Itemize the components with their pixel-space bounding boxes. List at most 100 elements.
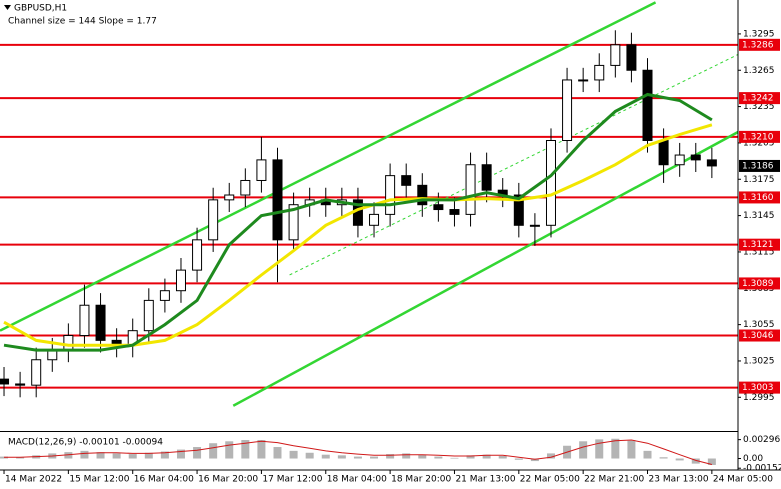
macd-bar — [321, 454, 330, 459]
macd-bar — [643, 450, 652, 459]
level-label: 1.3160 — [742, 193, 774, 203]
candle-body — [545, 140, 556, 226]
level-label-box — [739, 38, 780, 51]
macd-bar — [418, 454, 427, 459]
macd-bar — [627, 440, 636, 459]
price-panel — [0, 1, 738, 407]
macd-bar — [64, 452, 73, 459]
candle-body — [433, 204, 444, 211]
macd-bar — [225, 441, 234, 459]
menu-triangle — [4, 5, 11, 10]
candle-body — [401, 175, 412, 186]
macd-bar — [370, 456, 379, 459]
macd-bar — [96, 452, 105, 459]
level-label: 1.3089 — [742, 279, 774, 289]
macd-panel — [0, 438, 716, 465]
candle-body — [513, 194, 524, 226]
level-label-box — [739, 130, 780, 143]
macd-bar — [128, 454, 137, 459]
candle-body — [690, 154, 701, 161]
candle-body — [31, 359, 42, 386]
macd-bar — [16, 457, 25, 459]
candle-body — [610, 44, 621, 66]
candle-body — [481, 164, 492, 191]
candle-body — [562, 79, 573, 142]
macd-bar — [402, 453, 411, 459]
x-tick-label: 21 Mar 13:00 — [455, 475, 515, 485]
candle-body — [449, 209, 460, 215]
candle-body — [288, 204, 299, 241]
x-tick-label: 22 Mar 05:00 — [520, 475, 580, 485]
level-label-box — [739, 191, 780, 204]
candle-body — [15, 383, 26, 386]
y-tick-label: 1.3235 — [743, 102, 775, 112]
y-tick-label: 1.3115 — [743, 247, 775, 257]
macd-bar — [144, 452, 153, 459]
candle-body — [594, 64, 605, 81]
macd-bar — [80, 450, 89, 459]
y-tick-label: 1.3265 — [743, 66, 775, 76]
channel-line — [232, 130, 738, 407]
candle-body — [143, 299, 154, 332]
y-tick-label: 1.3055 — [743, 320, 775, 330]
channel-line — [289, 54, 738, 276]
candle-body — [272, 159, 283, 241]
macd-bar — [193, 447, 202, 459]
level-label: 1.3286 — [742, 40, 774, 50]
macd-bar — [530, 458, 539, 462]
macd-bar — [273, 447, 282, 459]
macd-bar — [386, 454, 395, 459]
level-label: 1.3210 — [742, 132, 774, 142]
macd-bar — [482, 454, 491, 459]
candle-body — [385, 175, 396, 215]
level-label: 1.3046 — [742, 331, 774, 341]
candle-body — [192, 239, 203, 271]
level-label: 1.3242 — [742, 94, 774, 104]
macd-bar — [241, 440, 250, 459]
level-label-box — [739, 238, 780, 251]
macd-bar — [579, 441, 588, 459]
macd-bar — [112, 453, 121, 459]
y-tick-label: 1.3175 — [743, 175, 775, 185]
y2-tick-label: 0.00 — [743, 454, 763, 464]
level-label: 1.3003 — [742, 383, 774, 393]
y2-tick-label: -0.00152 — [743, 464, 781, 474]
moving-average — [3, 92, 713, 352]
x-tick-label: 17 Mar 12:00 — [262, 475, 322, 485]
macd-bar — [595, 439, 604, 459]
macd-bar — [514, 458, 523, 460]
candle-body — [0, 378, 10, 385]
candle-body — [465, 164, 476, 215]
candle-body — [658, 140, 669, 166]
macd-bar — [289, 450, 298, 459]
x-tick-label: 18 Mar 20:00 — [391, 475, 451, 485]
chart-subtitle: Channel size = 144 Slope = 1.77 — [8, 17, 157, 27]
macd-bar — [450, 457, 459, 459]
y-tick-label: 1.3025 — [743, 356, 775, 366]
x-tick-label: 14 Mar 2022 — [5, 475, 62, 485]
x-tick-label: 18 Mar 04:00 — [327, 475, 387, 485]
y-tick-label: 1.3295 — [743, 29, 775, 39]
candle-body — [578, 79, 589, 82]
candle-body — [63, 335, 74, 351]
x-tick-label: 23 Mar 13:00 — [649, 475, 709, 485]
y-tick-label: 1.2995 — [743, 393, 775, 403]
chart-title: GBPUSD,H1 — [14, 4, 67, 14]
x-tick-label: 16 Mar 20:00 — [198, 475, 258, 485]
y2-tick-label: 0.00296 — [743, 435, 780, 445]
macd-bar — [209, 443, 218, 459]
candle-body — [417, 184, 428, 206]
macd-bar — [305, 452, 314, 459]
x-tick-label: 15 Mar 12:00 — [69, 475, 129, 485]
candle-body — [642, 69, 653, 142]
level-label-box — [739, 381, 780, 394]
macd-bar — [707, 458, 716, 465]
y-tick-label: 1.3145 — [743, 211, 775, 221]
x-tick-label: 16 Mar 04:00 — [134, 475, 194, 485]
candle-body — [95, 304, 106, 341]
macd-bar — [466, 455, 475, 459]
y-tick-label: 1.3205 — [743, 138, 775, 148]
level-label-box — [739, 277, 780, 290]
